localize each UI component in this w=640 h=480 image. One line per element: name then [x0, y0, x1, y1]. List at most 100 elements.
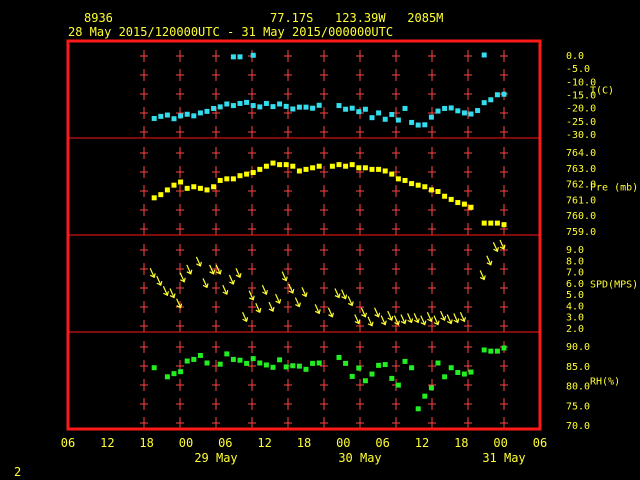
data-point	[277, 101, 283, 107]
grid-cross	[212, 341, 220, 353]
x-tick-label: 06	[61, 436, 75, 450]
data-point	[389, 171, 395, 177]
data-point	[277, 357, 283, 363]
data-point	[204, 360, 210, 366]
data-point	[389, 112, 395, 118]
data-point	[257, 104, 263, 110]
grid-cross	[248, 69, 256, 81]
grid-cross	[464, 204, 472, 216]
wind-arrow	[479, 270, 486, 281]
grid-cross	[284, 166, 292, 178]
data-point	[461, 201, 467, 207]
grid-cross	[320, 320, 328, 332]
grid-cross	[284, 126, 292, 138]
data-point	[349, 373, 355, 379]
grid-cross	[248, 244, 256, 256]
data-point	[230, 103, 236, 109]
grid-cross	[320, 126, 328, 138]
data-point	[409, 119, 415, 125]
data-point	[343, 360, 349, 366]
data-point	[296, 363, 302, 369]
grid-cross	[320, 379, 328, 391]
grid-cross	[356, 50, 364, 62]
data-point	[501, 222, 507, 228]
y-tick-label: 9.0	[566, 245, 584, 256]
grid-cross	[356, 282, 364, 294]
grid-cross	[392, 69, 400, 81]
grid-cross	[320, 147, 328, 159]
y-tick-label: -5.0	[566, 64, 590, 75]
y-tick-label: 5.0	[566, 290, 584, 301]
data-point	[244, 171, 250, 177]
y-tick-label: 762.0	[566, 180, 596, 191]
grid-cross	[176, 69, 184, 81]
data-point	[171, 371, 177, 377]
grid-cross	[500, 50, 508, 62]
data-point	[257, 360, 263, 366]
chart-frame	[66, 39, 542, 431]
grid-cross	[248, 107, 256, 119]
grid-cross	[500, 360, 508, 372]
grid-cross	[212, 69, 220, 81]
grid-cross	[284, 50, 292, 62]
data-point	[409, 181, 415, 187]
data-point	[356, 109, 362, 115]
wind-arrow	[209, 264, 216, 275]
data-point	[270, 104, 276, 110]
grid-cross	[428, 341, 436, 353]
grid-cross	[140, 320, 148, 332]
data-point	[171, 116, 177, 122]
panel-dividers	[68, 137, 540, 333]
wind-arrow	[288, 283, 295, 294]
x-tick-label: 06	[218, 436, 232, 450]
grid-cross	[320, 107, 328, 119]
grid-cross	[140, 244, 148, 256]
grid-cross	[320, 88, 328, 100]
x-tick-label: 18	[297, 436, 311, 450]
data-point	[283, 103, 289, 109]
data-point	[290, 363, 296, 369]
grid-cross	[320, 301, 328, 313]
grid-cross	[212, 147, 220, 159]
grid-cross	[284, 147, 292, 159]
x-tick-label: 12	[257, 436, 271, 450]
grid-cross	[320, 282, 328, 294]
data-point	[395, 176, 401, 182]
data-point	[455, 200, 461, 206]
panel-label: SPD(MPS)	[590, 280, 638, 291]
data-point	[468, 111, 474, 117]
grid-cross	[284, 398, 292, 410]
grid-cross	[392, 320, 400, 332]
grid-cross	[356, 263, 364, 275]
y-tick-label: -10.0	[566, 77, 596, 88]
data-point	[415, 122, 421, 128]
data-point	[303, 166, 309, 172]
y-tick-label: 7.0	[566, 268, 584, 279]
x-tick-label: 06	[533, 436, 547, 450]
wind-arrow	[228, 274, 235, 285]
data-point	[244, 99, 250, 105]
y-tick-label: 764.0	[566, 148, 596, 159]
grid-cross	[140, 204, 148, 216]
wind-arrow	[235, 267, 242, 279]
data-point	[428, 114, 434, 120]
data-point	[250, 52, 256, 58]
grid-cross	[212, 301, 220, 313]
grid-cross	[500, 147, 508, 159]
data-point	[448, 105, 454, 111]
grid-cross	[392, 263, 400, 275]
data-point	[376, 362, 382, 368]
data-point	[197, 185, 203, 191]
y-tick-label: -30.0	[566, 130, 596, 141]
data-point	[336, 354, 342, 360]
wind-arrow	[446, 314, 453, 325]
grid-cross	[500, 398, 508, 410]
grid-cross	[140, 360, 148, 372]
y-tick-label: 6.0	[566, 279, 584, 290]
data-point	[230, 54, 236, 60]
data-point	[382, 362, 388, 368]
wind-arrow	[275, 293, 282, 305]
data-point	[442, 193, 448, 199]
data-point	[164, 112, 170, 118]
data-point	[343, 106, 349, 112]
